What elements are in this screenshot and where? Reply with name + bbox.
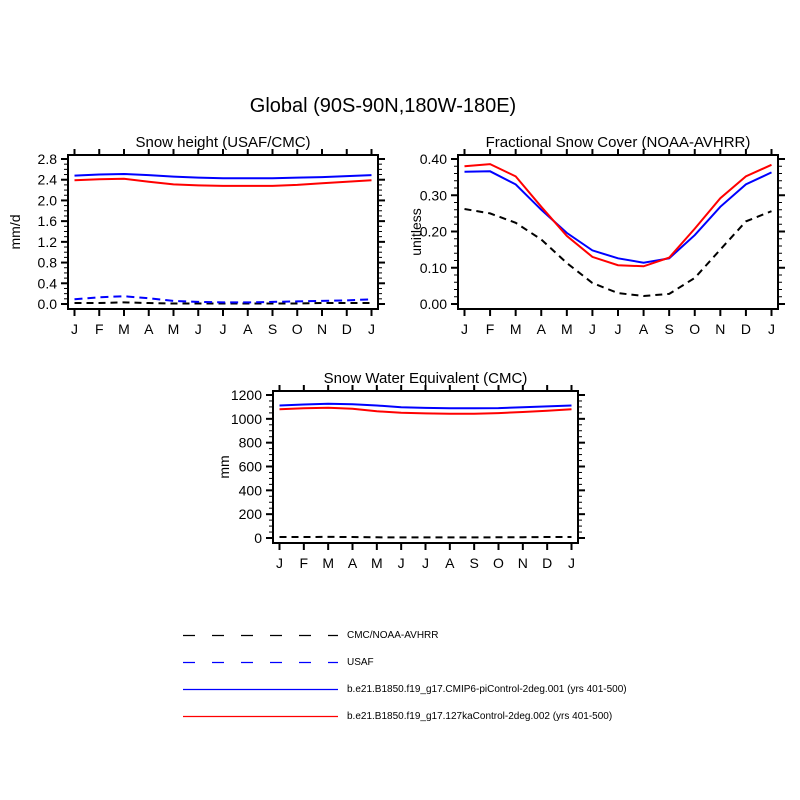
x-tick-label: D <box>342 321 352 337</box>
y-tick-label: 200 <box>239 506 263 522</box>
y-tick-label: 0.8 <box>38 255 58 271</box>
y-tick-label: 2.4 <box>38 172 58 188</box>
x-tick-label: A <box>144 321 154 337</box>
x-tick-label: A <box>243 321 253 337</box>
x-tick-label: A <box>537 321 547 337</box>
plot-frame <box>457 154 779 310</box>
x-tick-label: A <box>445 555 455 571</box>
series-line <box>279 406 572 415</box>
y-tick-label: 2.8 <box>38 151 58 167</box>
y-tick-label: 2.0 <box>38 192 58 208</box>
panel-title: Snow height (USAF/CMC) <box>135 134 310 151</box>
y-tick-label: 0.0 <box>38 296 58 312</box>
y-tick-label: 0 <box>254 530 262 546</box>
legend-item-label: b.e21.B1850.f19_g17.127kaControl-2deg.00… <box>347 711 613 722</box>
legend-item: USAF <box>183 655 374 670</box>
x-tick-label: F <box>95 321 104 337</box>
x-tick-label: M <box>322 555 334 571</box>
x-tick-label: O <box>689 321 700 337</box>
series-line <box>74 295 372 304</box>
x-tick-label: A <box>639 321 649 337</box>
y-tick-label: 0.4 <box>38 275 58 291</box>
y-axis-label: unitless <box>408 208 424 255</box>
x-tick-label: J <box>568 555 575 571</box>
y-tick-label: 1200 <box>231 387 262 403</box>
y-tick-label: 600 <box>239 459 263 475</box>
y-axis-label: mm <box>216 455 232 478</box>
legend-line-swatch <box>183 715 338 718</box>
x-tick-label: M <box>168 321 180 337</box>
page-title: Global (90S-90N,180W-180E) <box>249 95 517 117</box>
legend-line-swatch <box>183 634 338 637</box>
series-line <box>74 177 372 187</box>
x-tick-label: J <box>276 555 283 571</box>
y-tick-label: 800 <box>239 435 263 451</box>
x-tick-label: D <box>542 555 552 571</box>
series-line <box>464 170 772 264</box>
chart-fractional-snow-cover: Fractional Snow Cover (NOAA-AVHRR) unitle… <box>408 134 785 337</box>
chart-snow-water-equivalent: Snow Water Equivalent (CMC) mm 0 200 400 600 8… <box>216 370 585 571</box>
x-tick-label: D <box>741 321 751 337</box>
legend-item-label: b.e21.B1850.f19_g17.CMIP6-piControl-2deg… <box>347 684 627 695</box>
x-tick-label: S <box>469 555 478 571</box>
y-tick-label: 0.30 <box>420 187 447 203</box>
y-axis-label: mm/d <box>7 215 23 250</box>
x-tick-label: J <box>398 555 405 571</box>
x-tick-label: J <box>368 321 375 337</box>
x-tick-label: J <box>615 321 622 337</box>
x-tick-label: J <box>220 321 227 337</box>
y-tick-label: 0.20 <box>420 224 447 240</box>
x-tick-label: J <box>768 321 775 337</box>
legend-line-swatch <box>183 688 338 691</box>
y-tick-label: 1.2 <box>38 234 58 250</box>
x-tick-label: S <box>664 321 673 337</box>
legend-item: b.e21.B1850.f19_g17.127kaControl-2deg.00… <box>183 709 612 724</box>
series-line <box>279 402 572 410</box>
series-line <box>74 301 372 305</box>
series-line <box>279 535 572 539</box>
x-tick-label: F <box>300 555 309 571</box>
y-tick-label: 0.00 <box>420 296 447 312</box>
x-tick-label: N <box>317 321 327 337</box>
y-tick-label: 400 <box>239 482 263 498</box>
x-tick-label: M <box>371 555 383 571</box>
x-tick-label: J <box>461 321 468 337</box>
x-tick-label: J <box>71 321 78 337</box>
x-tick-label: S <box>268 321 277 337</box>
y-tick-label: 0.10 <box>420 260 447 276</box>
x-tick-label: M <box>510 321 522 337</box>
panel-title: Fractional Snow Cover (NOAA-AVHRR) <box>486 134 751 151</box>
legend-item: CMC/NOAA-AVHRR <box>183 628 438 643</box>
y-tick-label: 0.40 <box>420 151 447 167</box>
y-tick-label: 1.6 <box>38 213 58 229</box>
x-tick-label: J <box>589 321 596 337</box>
series-line <box>74 172 372 180</box>
x-tick-label: A <box>348 555 358 571</box>
legend-item-label: USAF <box>347 657 374 668</box>
x-tick-label: O <box>493 555 504 571</box>
series-line <box>464 163 772 268</box>
legend-item: b.e21.B1850.f19_g17.CMIP6-piControl-2deg… <box>183 682 627 697</box>
chart-snow-height: Snow height (USAF/CMC) mm/d 0.0 0.4 0.8 1.2 1.… <box>7 134 385 337</box>
x-tick-label: F <box>486 321 495 337</box>
legend-line-swatch <box>183 661 338 664</box>
x-tick-label: N <box>715 321 725 337</box>
y-tick-label: 1000 <box>231 411 262 427</box>
x-tick-label: J <box>422 555 429 571</box>
x-tick-label: O <box>292 321 303 337</box>
x-tick-label: M <box>118 321 130 337</box>
series-line <box>464 208 772 298</box>
x-tick-label: N <box>518 555 528 571</box>
x-tick-label: M <box>561 321 573 337</box>
x-tick-label: J <box>195 321 202 337</box>
legend-item-label: CMC/NOAA-AVHRR <box>347 630 439 641</box>
panel-title: Snow Water Equivalent (CMC) <box>324 370 528 387</box>
